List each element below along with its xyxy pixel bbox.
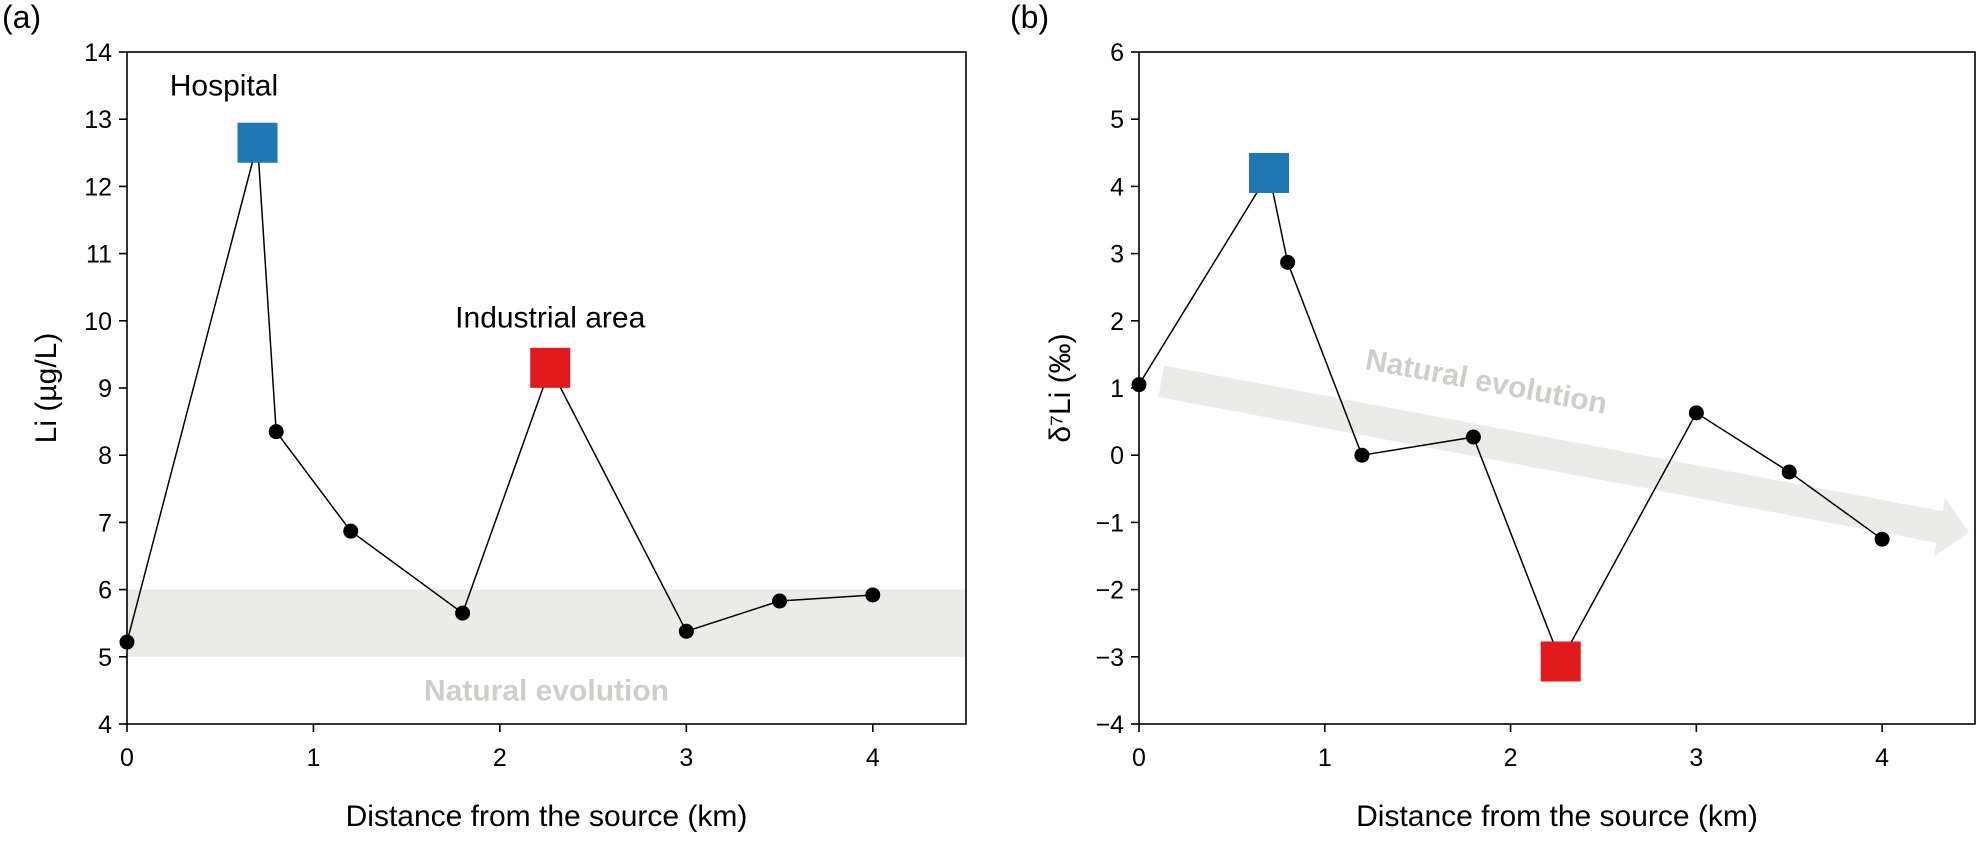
y-tick-label: 9 [98,375,112,403]
natural-evolution-arrow [1158,365,1969,557]
industrial-marker [1540,641,1581,682]
data-point [1354,447,1370,463]
y-tick-label: 0 [1110,442,1124,470]
y-axis-label: Li (µg/L) [30,333,63,444]
y-tick-label: 10 [84,308,112,336]
y-axis-label: δ⁷Li (‰) [1044,333,1077,442]
y-tick-label: 7 [98,509,112,537]
y-tick-label: 6 [1110,39,1124,67]
data-point [1688,405,1704,421]
natural-band [127,589,966,657]
hospital-marker [237,122,278,163]
x-tick-label: 2 [493,744,507,772]
y-tick-label: 2 [1110,308,1124,336]
industrial-marker [530,347,571,388]
y-tick-label: −3 [1095,644,1124,672]
industrial-annotation: Industrial area [455,302,645,335]
x-tick-label: 1 [1318,744,1332,772]
data-point [1465,429,1481,445]
y-tick-label: 6 [98,577,112,605]
data-point [343,523,359,539]
data-point [772,593,788,609]
y-tick-label: −1 [1095,509,1124,537]
y-tick-label: 1 [1110,375,1124,403]
x-tick-label: 4 [1875,744,1889,772]
y-tick-label: −4 [1095,711,1124,739]
data-point [1131,377,1147,393]
y-tick-label: 5 [98,644,112,672]
y-tick-label: 8 [98,442,112,470]
panel-label: (a) [2,0,41,35]
x-tick-label: 3 [1689,744,1703,772]
x-tick-label: 0 [1132,744,1146,772]
panel-label: (b) [1010,0,1049,35]
natural-evolution-label: Natural evolution [1363,343,1610,421]
y-tick-label: 14 [84,39,112,67]
x-tick-label: 3 [679,744,693,772]
data-point [1781,464,1797,480]
data-point [678,623,694,639]
y-tick-label: 4 [1110,173,1124,201]
hospital-annotation: Hospital [170,70,278,103]
y-tick-label: −2 [1095,577,1124,605]
x-tick-label: 4 [866,744,880,772]
y-tick-label: 4 [98,711,112,739]
y-tick-label: 5 [1110,106,1124,134]
data-point [455,605,471,621]
data-point [119,634,135,650]
data-point [865,587,881,603]
y-tick-label: 11 [86,241,112,269]
series-line [126,142,873,643]
x-axis-label: Distance from the source (km) [346,800,748,833]
x-tick-label: 0 [120,744,134,772]
series-line [1138,170,1883,664]
x-tick-label: 2 [1504,744,1518,772]
x-axis-label: Distance from the source (km) [1356,800,1758,833]
panel-b: Natural evolution 0 1 2 3 4 −4 −3 −2 −1 0 1 2 3 4 5 6 Dis… [1010,0,1976,833]
hospital-marker [1249,152,1290,193]
data-point [1874,531,1890,547]
y-tick-label: 3 [1110,241,1124,269]
natural-evolution-label: Natural evolution [424,674,669,707]
y-tick-label: 12 [84,173,112,201]
x-tick-label: 1 [306,744,320,772]
data-point [268,424,284,440]
data-point [1280,254,1296,270]
y-tick-label: 13 [84,106,112,134]
